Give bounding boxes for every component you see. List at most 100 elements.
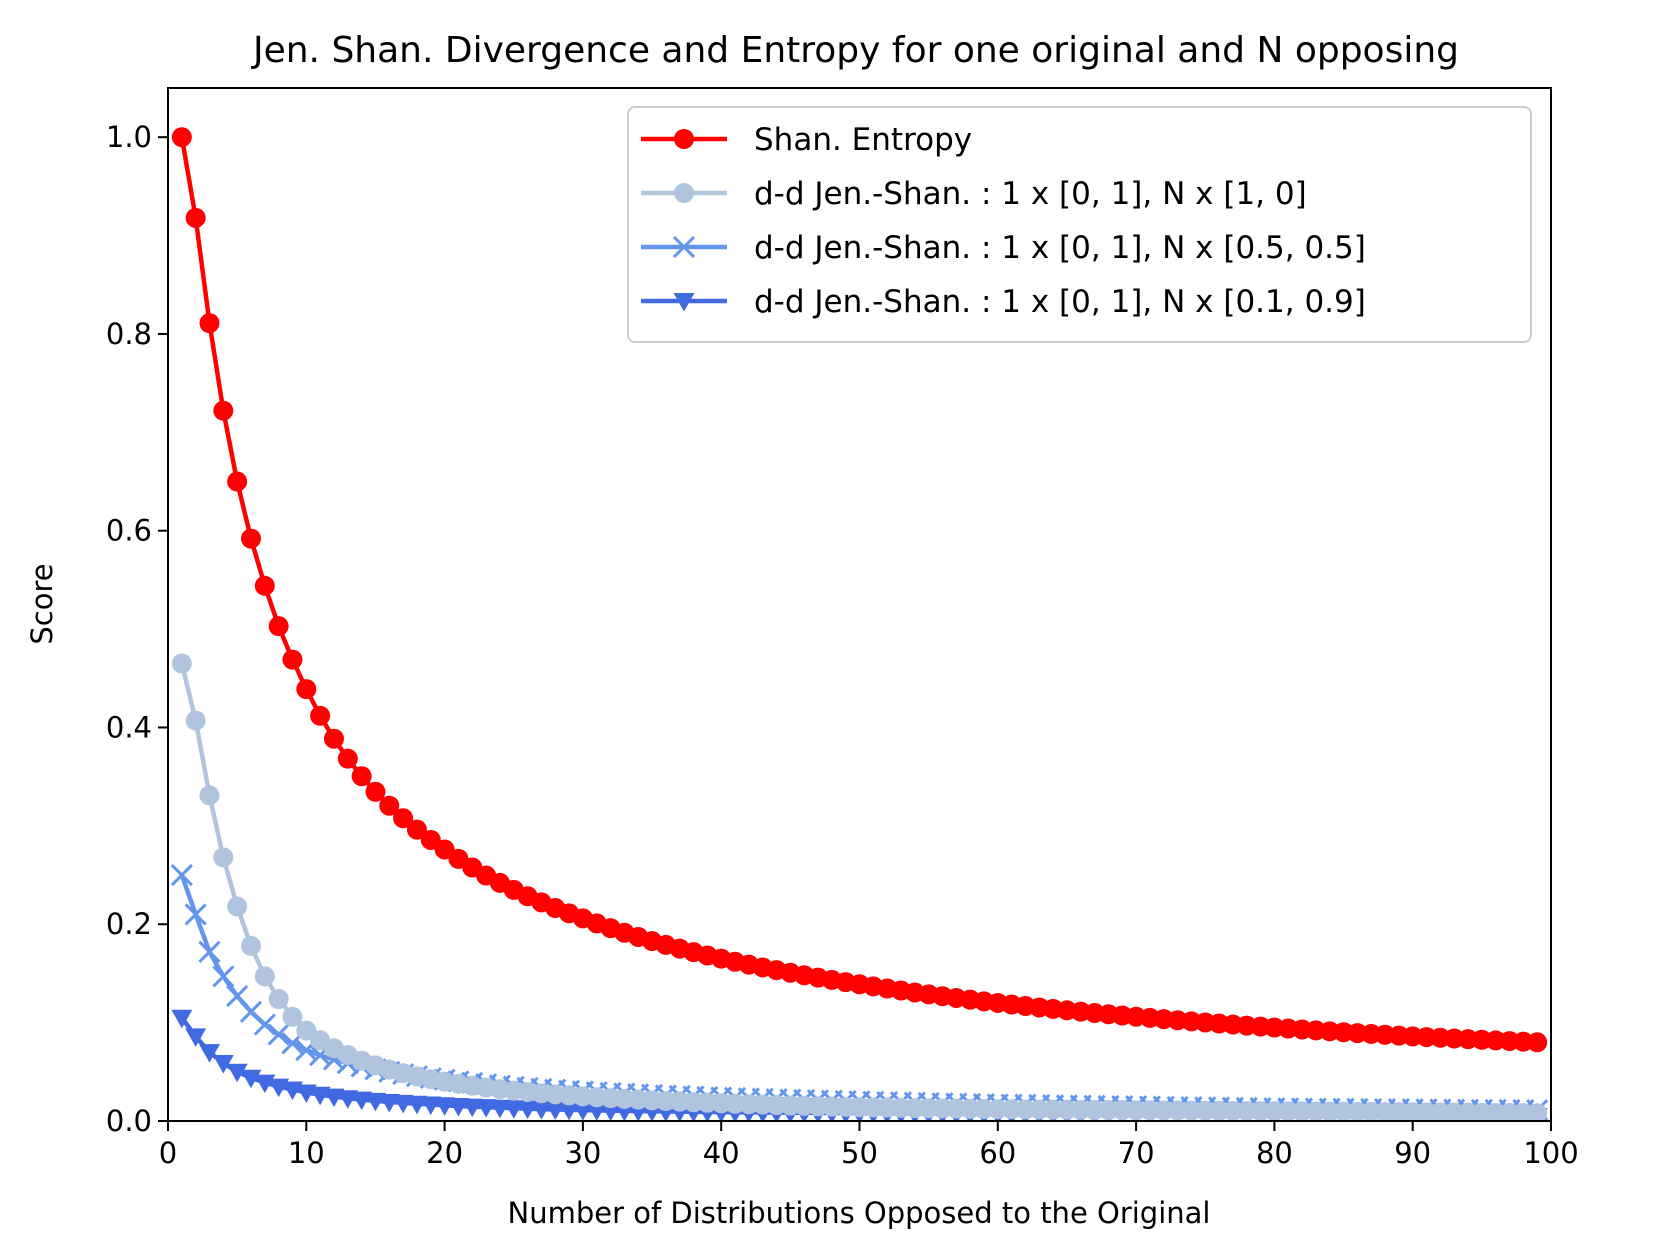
data-point xyxy=(1264,1101,1285,1122)
legend-label: d-d Jen.-Shan. : 1 x [0, 1], N x [1, 0] xyxy=(754,176,1307,212)
data-point xyxy=(406,819,427,840)
legend-label: d-d Jen.-Shan. : 1 x [0, 1], N x [0.1, 0… xyxy=(754,284,1366,320)
data-point xyxy=(296,1020,317,1041)
data-point xyxy=(1195,1100,1216,1121)
data-point xyxy=(282,649,303,670)
data-point xyxy=(1388,1102,1409,1122)
y-axis: 0.0 0.2 0.4 0.6 0.8 1.0 xyxy=(106,120,168,1138)
data-point xyxy=(199,785,220,806)
x-tick-label: 90 xyxy=(1394,1136,1431,1170)
y-tick-label: 0.6 xyxy=(106,514,152,548)
legend-label: d-d Jen.-Shan. : 1 x [0, 1], N x [0.5, 0… xyxy=(754,230,1366,266)
data-point xyxy=(1084,1099,1105,1120)
x-tick-label: 60 xyxy=(979,1136,1016,1170)
data-point xyxy=(461,1098,483,1118)
x-tick-label: 70 xyxy=(1118,1136,1155,1170)
data-point xyxy=(185,710,206,731)
data-point xyxy=(890,1097,911,1118)
legend-marker xyxy=(674,129,694,149)
legend-box xyxy=(627,106,1532,343)
data-point xyxy=(613,1102,635,1122)
series-line xyxy=(179,662,1538,1116)
data-point xyxy=(1527,1032,1548,1053)
legend-label: Shan. Entropy xyxy=(754,122,972,158)
data-point xyxy=(489,1099,511,1119)
y-tick-label: 0.2 xyxy=(106,907,152,941)
y-tick-label: 0.8 xyxy=(106,317,152,351)
x-tick-label: 100 xyxy=(1523,1136,1578,1170)
data-point xyxy=(365,781,386,802)
data-point xyxy=(946,1098,967,1119)
data-point xyxy=(1098,1099,1119,1120)
data-point xyxy=(904,1098,925,1119)
data-point xyxy=(171,127,192,148)
data-point xyxy=(1153,1100,1174,1121)
data-point xyxy=(268,989,289,1010)
series-1 xyxy=(171,653,1548,1122)
x-tick-label: 30 xyxy=(564,1136,601,1170)
data-point xyxy=(600,1102,622,1122)
data-point xyxy=(1112,1100,1133,1121)
data-point xyxy=(1292,1101,1313,1122)
data-point xyxy=(267,1023,290,1046)
data-point xyxy=(1209,1100,1230,1121)
data-point xyxy=(447,1097,469,1117)
data-point xyxy=(185,1028,207,1047)
data-point xyxy=(1278,1101,1299,1122)
data-point xyxy=(254,966,275,987)
data-point xyxy=(877,1097,898,1118)
data-point xyxy=(530,1101,552,1120)
data-point xyxy=(1126,1100,1147,1121)
x-axis: 0 10 20 30 40 50 60 70 80 90 100 xyxy=(159,1121,1579,1170)
x-tick-label: 10 xyxy=(288,1136,325,1170)
data-point xyxy=(849,1097,870,1118)
data-point xyxy=(393,808,414,829)
data-point xyxy=(960,1098,981,1119)
data-point xyxy=(184,903,207,926)
data-point xyxy=(226,1063,248,1083)
series-0 xyxy=(171,127,1548,1053)
data-point xyxy=(171,653,192,674)
data-point xyxy=(240,1069,262,1089)
data-point xyxy=(406,1095,428,1115)
data-point xyxy=(198,940,221,963)
legend-marker xyxy=(673,293,695,312)
data-point xyxy=(185,207,206,228)
data-point xyxy=(544,1101,566,1120)
data-point xyxy=(337,748,358,769)
y-tick-label: 0.0 xyxy=(106,1104,152,1138)
plot-area xyxy=(167,87,1552,1122)
data-point xyxy=(364,1092,386,1112)
data-point xyxy=(1139,1100,1160,1121)
data-point xyxy=(558,1101,580,1121)
data-point xyxy=(1222,1100,1243,1121)
data-point xyxy=(212,965,235,988)
data-point xyxy=(434,1097,456,1116)
data-point xyxy=(918,1098,939,1119)
data-point xyxy=(227,471,248,492)
data-point xyxy=(392,1094,414,1114)
x-axis-label: Number of Distributions Opposed to the O… xyxy=(508,1196,1211,1230)
data-point xyxy=(171,1009,193,1029)
data-point xyxy=(1015,1099,1036,1120)
data-point xyxy=(1305,1101,1326,1122)
legend-item: Shan. Entropy xyxy=(641,122,972,158)
legend-marker xyxy=(672,235,696,259)
data-point xyxy=(572,1102,594,1121)
data-point xyxy=(1056,1099,1077,1120)
data-point xyxy=(1181,1100,1202,1121)
data-point xyxy=(378,1093,400,1113)
data-point xyxy=(1347,1101,1368,1122)
data-point xyxy=(296,679,317,700)
data-point xyxy=(1361,1101,1382,1122)
data-point xyxy=(323,728,344,749)
y-tick-label: 0.4 xyxy=(106,710,152,744)
data-point xyxy=(517,1100,539,1120)
data-point xyxy=(586,1102,608,1121)
chart-title: Jen. Shan. Divergence and Entropy for on… xyxy=(251,30,1459,71)
series-layer xyxy=(170,127,1549,1122)
data-point xyxy=(863,1097,884,1118)
data-point xyxy=(1236,1100,1257,1121)
x-tick-label: 40 xyxy=(703,1136,740,1170)
data-point xyxy=(1001,1099,1022,1120)
